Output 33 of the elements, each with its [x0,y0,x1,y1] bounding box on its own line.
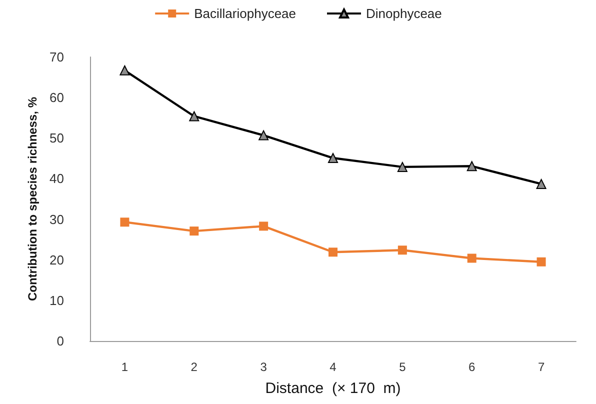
point [536,178,546,189]
point [258,130,269,140]
y-tick-label: 70 [50,50,64,64]
x-tick-label: 1 [121,360,128,374]
y-tick-label: 30 [50,212,64,227]
y-tick-label: 40 [50,171,64,186]
point [190,226,199,236]
point [259,222,268,231]
x-tick-label: 2 [190,360,198,374]
point [120,218,130,227]
point [467,254,476,263]
x-axis-title: Distance (× 170 m) [265,380,401,397]
x-tick-label: 7 [538,360,545,374]
point [189,111,200,122]
point [536,257,546,266]
point [398,246,407,255]
y-axis-title: Contribution to species richness, % [26,96,40,302]
y-tick-label: 0 [56,334,64,348]
x-tick-label: 3 [260,360,268,374]
point [466,161,477,172]
legend-label: Bacillariophyceae [194,6,296,21]
x-tick-label: 6 [468,360,476,374]
x-tick-label: 4 [330,360,337,374]
point [120,65,130,76]
y-tick-label: 60 [50,90,64,106]
x-tick-label: 5 [399,360,406,374]
y-tick-label: 10 [50,292,64,308]
y-tick-label: 50 [50,130,64,146]
point [328,248,338,257]
y-tick-label: 20 [50,252,64,268]
point [397,162,408,172]
legend-label: Dinophyceae [366,6,442,21]
point [328,153,338,164]
